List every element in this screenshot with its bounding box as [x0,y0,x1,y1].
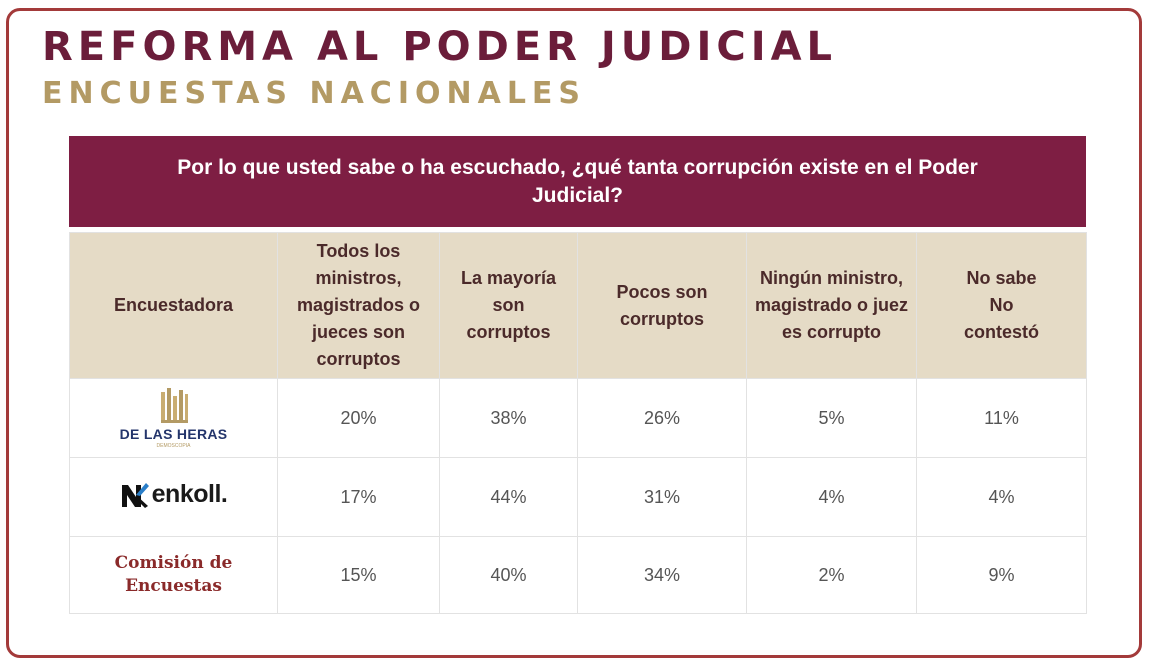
page-subtitle: ENCUESTAS NACIONALES [42,76,587,111]
comision-logo: Comisión de Encuestas [70,552,277,598]
table-row: DE LAS HERAS DEMOSCOPIA 20% 38% 26% 5% 1… [69,378,1087,458]
pollster-tagline: DEMOSCOPIA [156,442,191,449]
table-row: Comisión de Encuestas 15% 40% 34% 2% 9% [69,536,1087,614]
value-cell: 31% [577,457,747,537]
table-header-row: Encuestadora Todos los ministros, magist… [69,232,1087,379]
page-title: REFORMA AL PODER JUDICIAL [42,24,838,70]
table-row: enkoll. 17% 44% 31% 4% 4% [69,457,1087,537]
enkoll-logo: enkoll. [120,480,228,509]
building-columns-icon [160,387,188,423]
value-cell: 40% [439,536,578,614]
de-las-heras-logo: DE LAS HERAS DEMOSCOPIA [70,387,277,449]
value-cell: 4% [916,457,1087,537]
pollster-cell: DE LAS HERAS DEMOSCOPIA [69,378,278,458]
pollster-cell: enkoll. [69,457,278,537]
column-header: No sabe No contestó [916,232,1087,379]
column-header: La mayoría son corruptos [439,232,578,379]
pollster-name-line: Encuestas [125,576,222,596]
results-table: Encuestadora Todos los ministros, magist… [69,232,1087,614]
value-cell: 5% [746,378,917,458]
value-cell: 11% [916,378,1087,458]
nk-mark-icon [121,482,149,508]
column-header: Todos los ministros, magistrados o juece… [277,232,440,379]
value-cell: 26% [577,378,747,458]
value-cell: 38% [439,378,578,458]
value-cell: 34% [577,536,747,614]
value-cell: 17% [277,457,440,537]
column-header: Ningún ministro, magistrado o juez es co… [746,232,917,379]
value-cell: 44% [439,457,578,537]
survey-question: Por lo que usted sabe o ha escuchado, ¿q… [69,136,1086,227]
value-cell: 15% [277,536,440,614]
pollster-name: enkoll. [151,480,228,509]
column-header: Pocos son corruptos [577,232,747,379]
pollster-name-line: Comisión de [114,553,233,573]
value-cell: 9% [916,536,1087,614]
value-cell: 2% [746,536,917,614]
column-header: Encuestadora [69,232,278,379]
value-cell: 4% [746,457,917,537]
value-cell: 20% [277,378,440,458]
pollster-name: DE LAS HERAS [119,425,228,442]
pollster-cell: Comisión de Encuestas [69,536,278,614]
